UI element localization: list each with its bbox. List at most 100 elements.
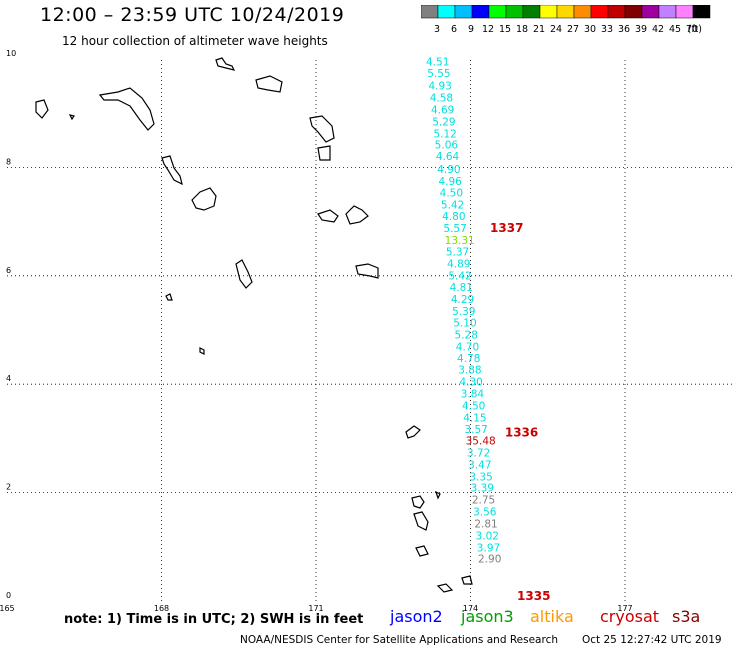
- wave-height-label: 35.48: [466, 436, 496, 448]
- generated-timestamp: Oct 25 12:27:42 UTC 2019: [582, 634, 722, 646]
- lat-tick-label: 0: [6, 591, 11, 600]
- island-outline: [355, 263, 379, 279]
- wave-height-label: 4.96: [438, 176, 462, 188]
- island-outline: [317, 209, 339, 223]
- color-scale-legend: 3 6 9 12 15 18 21 24 27 30 33 36 39 42 45 70(ft): [421, 5, 711, 35]
- island-outline: [411, 495, 425, 509]
- wave-height-label: 3.02: [476, 530, 499, 542]
- scale-tick-label: 42: [652, 24, 664, 35]
- wave-height-label: 3.57: [464, 424, 487, 436]
- wave-height-label: 4.78: [457, 353, 480, 365]
- legend-altika: altika: [530, 607, 574, 626]
- island-outline: [98, 87, 155, 131]
- axis-labels: 165 168 171 174 177 0 2 4 6 8 10: [0, 49, 633, 613]
- wave-height-label: 2.81: [474, 518, 497, 530]
- scale-tick-label: 30: [584, 24, 596, 35]
- island-outline: [35, 99, 49, 119]
- scale-unit-label: (ft): [688, 24, 702, 35]
- pass-number-label: 1336: [505, 425, 538, 439]
- wave-height-label: 5.55: [427, 68, 450, 80]
- island-outlines: [35, 57, 473, 593]
- wave-height-label: 4.15: [463, 412, 486, 424]
- scale-tick-label: 33: [601, 24, 613, 35]
- wave-height-label: 5.57: [443, 223, 466, 235]
- lon-tick-label: 168: [154, 604, 169, 613]
- lon-tick-label: 171: [308, 604, 323, 613]
- scale-tick-label: 6: [451, 24, 457, 35]
- map-gridlines: [7, 60, 735, 601]
- legend-jason2: jason2: [390, 607, 443, 626]
- legend-cryosat: cryosat: [600, 607, 660, 626]
- scale-tick-label: 15: [499, 24, 511, 35]
- wave-height-label: 5.29: [432, 116, 455, 128]
- lat-tick-label: 8: [6, 157, 11, 166]
- scale-tick-label: 39: [635, 24, 647, 35]
- pass-number-label: 1337: [490, 221, 523, 235]
- island-outline: [215, 57, 236, 71]
- scale-tick-label: 3: [434, 24, 440, 35]
- wave-height-values: 4.515.554.934.584.695.295.125.064.644.90…: [426, 57, 501, 566]
- scale-tick-label: 27: [567, 24, 579, 35]
- wave-height-label: 3.97: [477, 542, 500, 554]
- page-subtitle: 12 hour collection of altimeter wave hei…: [62, 34, 328, 48]
- wave-height-label: 4.80: [442, 211, 465, 223]
- legend-s3a: s3a: [672, 607, 701, 626]
- lon-tick-label: 177: [617, 604, 632, 613]
- wave-height-label: 4.90: [437, 164, 460, 176]
- wave-height-label: 3.84: [461, 388, 485, 400]
- lat-tick-label: 2: [6, 483, 11, 492]
- island-outline: [434, 490, 441, 500]
- wave-height-label: 4.58: [430, 92, 453, 104]
- wave-height-label: 4.69: [431, 104, 454, 116]
- island-outline: [413, 511, 429, 531]
- island-outline: [345, 205, 369, 225]
- wave-height-label: 2.75: [472, 495, 495, 507]
- scale-tick-label: 9: [468, 24, 474, 35]
- wave-height-label: 4.89: [447, 258, 470, 270]
- island-outline: [255, 75, 283, 93]
- island-outline: [165, 293, 173, 301]
- island-outline: [191, 187, 217, 211]
- wave-height-label: 5.42: [448, 270, 471, 282]
- wave-height-label: 13.31: [445, 235, 475, 247]
- lat-tick-label: 4: [6, 374, 11, 383]
- credit-line: NOAA/NESDIS Center for Satellite Applica…: [240, 634, 558, 646]
- lat-tick-label: 6: [6, 266, 11, 275]
- wave-height-label: 5.39: [452, 306, 475, 318]
- island-outline: [199, 347, 205, 355]
- island-outline: [317, 145, 331, 161]
- wave-height-label: 3.72: [467, 447, 490, 459]
- wave-height-label: 4.93: [428, 81, 451, 93]
- wave-height-label: 3.88: [458, 365, 481, 377]
- wave-height-label: 4.70: [456, 341, 479, 353]
- wave-height-label: 4.64: [436, 151, 460, 163]
- island-outline: [436, 583, 454, 593]
- lon-tick-label: 174: [463, 604, 478, 613]
- wave-height-label: 5.42: [441, 199, 464, 211]
- lat-tick-label: 10: [6, 49, 16, 58]
- wave-height-label: 3.47: [468, 459, 491, 471]
- scale-tick-label: 18: [516, 24, 528, 35]
- wave-height-label: 4.29: [451, 294, 474, 306]
- wave-height-label: 2.90: [478, 554, 501, 566]
- wave-height-label: 4.50: [440, 187, 463, 199]
- wave-height-label: 5.10: [453, 317, 476, 329]
- scale-tick-label: 21: [533, 24, 545, 35]
- wave-height-label: 3.39: [471, 483, 494, 495]
- scale-tick-label: 36: [618, 24, 630, 35]
- wave-height-label: 5.06: [435, 140, 459, 152]
- page-title: 12:00 – 23:59 UTC 10/24/2019: [40, 4, 345, 26]
- wave-height-label: 4.30: [459, 376, 482, 388]
- lon-tick-label: 165: [0, 604, 15, 613]
- scale-tick-label: 45: [669, 24, 681, 35]
- wave-height-label: 5.28: [455, 329, 478, 341]
- wave-height-label: 4.50: [462, 400, 485, 412]
- island-outline: [161, 155, 183, 186]
- legend-jason3: jason3: [461, 607, 514, 626]
- island-outline: [309, 115, 335, 143]
- island-outline: [405, 425, 421, 439]
- pass-number-label: 1335: [517, 589, 550, 603]
- scale-tick-label: 70: [686, 24, 698, 35]
- wave-height-label: 5.12: [433, 128, 456, 140]
